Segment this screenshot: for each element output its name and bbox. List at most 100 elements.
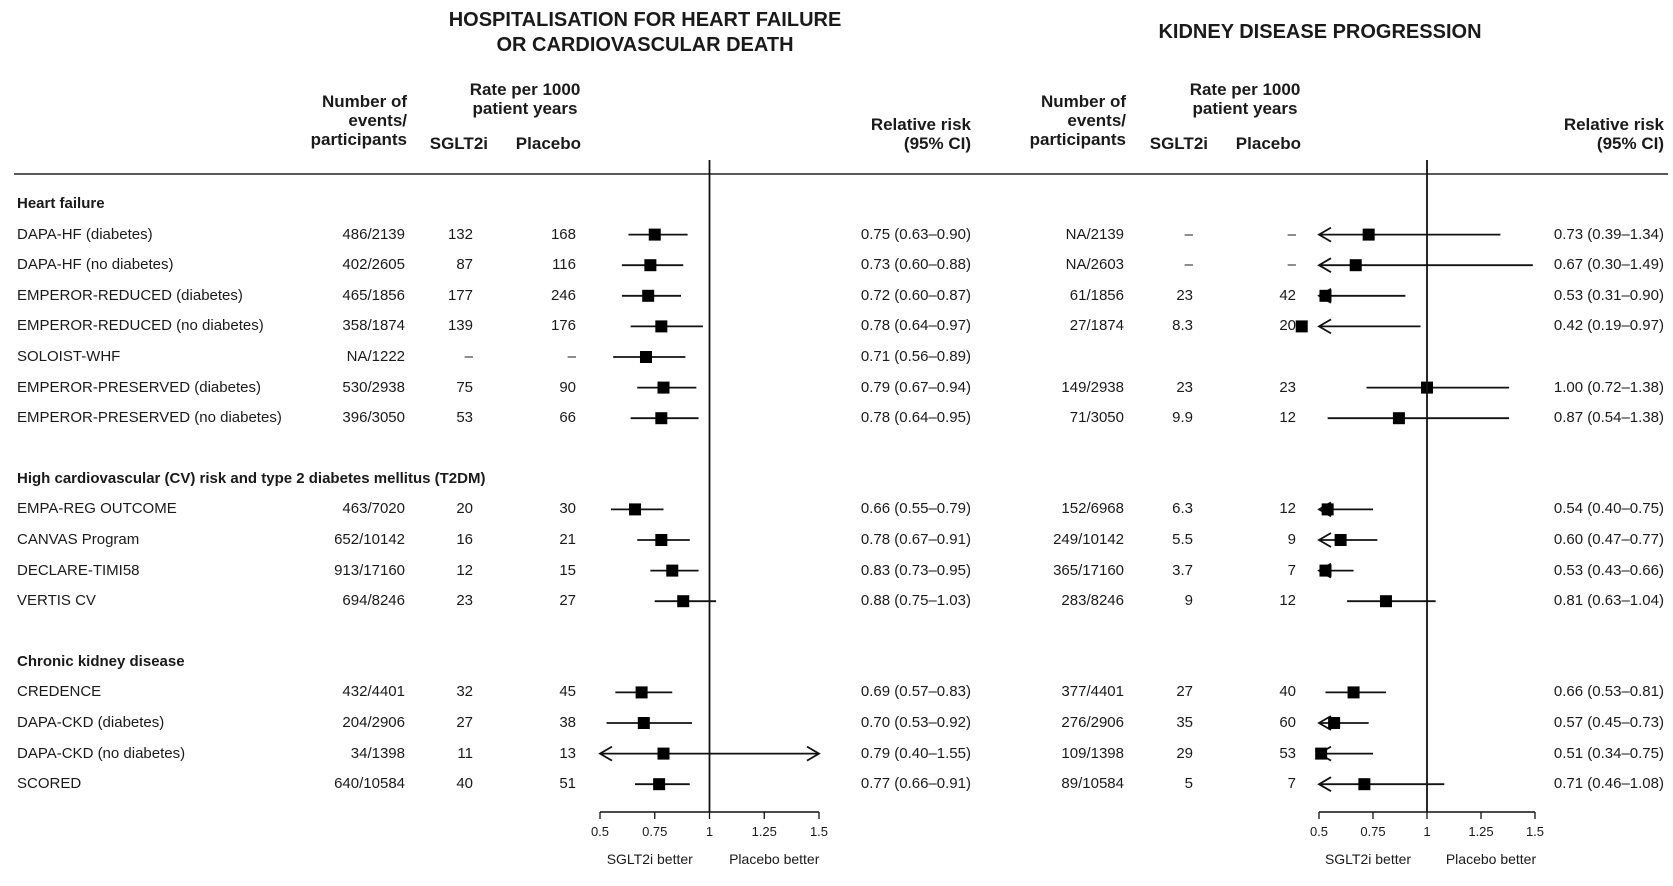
trial-name: DAPA-CKD (diabetes) [17,714,165,731]
hf-point-estimate [648,228,661,241]
hf-events: 463/7020 [342,500,405,518]
kd-header-sglt2i: SGLT2i [1149,134,1208,153]
hf-point-estimate [657,747,670,760]
kd-rate-placebo: 12 [1279,592,1296,610]
kd-ci-arrow-left [1317,532,1332,548]
title-left-line1: HOSPITALISATION FOR HEART FAILURE [448,9,842,31]
kd-rate-sglt2i: 35 [1176,714,1193,731]
hf-tick-label: 0.75 [642,824,668,839]
kd-relative-risk-value: 0.53 (0.31–0.90) [1553,286,1664,304]
kd-rate-placebo: 53 [1279,744,1296,762]
kd-relative-risk-value: 0.51 (0.34–0.75) [1553,744,1664,762]
kd-relative-risk-value: 0.73 (0.39–1.34) [1553,225,1664,243]
trial-name: SOLOIST-WHF [17,348,121,365]
kd-rate-placebo: 12 [1279,500,1296,518]
kd-events: 276/2906 [1061,714,1124,731]
hf-rate-placebo: 66 [559,409,576,427]
kd-ci-arrow-left [1317,226,1332,243]
hf-rate-sglt2i: 75 [456,378,473,396]
hf-rate-sglt2i: 132 [447,225,473,243]
kd-tick-label: 1 [1423,824,1431,839]
hf-relative-risk-value: 0.71 (0.56–0.89) [860,348,971,365]
kd-ci-arrow-left [1317,776,1332,792]
kd-events: 365/17160 [1053,561,1124,579]
trial-name: DECLARE-TIMI58 [17,561,140,579]
kd-events: 27/1874 [1069,317,1124,335]
hf-events: 34/1398 [350,744,405,762]
hf-events: 402/2605 [342,256,405,274]
hf-rate-sglt2i: 177 [447,286,473,304]
kd-rate-sglt2i: – [1184,256,1193,274]
hf-events: NA/1222 [346,348,405,365]
hf-point-estimate [635,686,648,699]
kd-relative-risk-value: 1.00 (0.72–1.38) [1553,378,1664,396]
trial-name: EMPA-REG OUTCOME [17,500,177,518]
kd-events: 71/3050 [1069,409,1124,427]
trial-name: VERTIS CV [17,592,96,610]
hf-relative-risk-value: 0.69 (0.57–0.83) [860,683,971,701]
kd-rate-placebo: – [1287,225,1296,243]
hf-rate-placebo: 116 [552,256,576,274]
hf-relative-risk-value: 0.77 (0.66–0.91) [860,775,971,793]
kd-relative-risk-value: 0.54 (0.40–0.75) [1553,500,1664,518]
hf-events: 640/10584 [334,775,405,793]
title-left: HOSPITALISATION FOR HEART FAILURE OR CAR… [395,8,895,58]
hf-events: 913/17160 [334,561,405,579]
kd-rate-placebo: 23 [1279,378,1296,396]
kd-relative-risk-value: 0.81 (0.63–1.04) [1553,592,1664,610]
hf-relative-risk-value: 0.83 (0.73–0.95) [860,561,971,579]
kd-relative-risk-value: 0.71 (0.46–1.08) [1553,775,1664,793]
hf-events: 465/1856 [342,286,405,304]
kd-tick-label: 0.5 [1309,824,1329,839]
kd-rate-sglt2i: 27 [1176,683,1193,701]
hf-point-estimate [657,381,670,394]
hf-rate-placebo: 45 [559,683,576,701]
hf-relative-risk-value: 0.75 (0.63–0.90) [860,225,971,243]
kd-events: 109/1398 [1061,744,1124,762]
kd-relative-risk-value: 0.42 (0.19–0.97) [1553,317,1664,335]
hf-events: 486/2139 [342,225,405,243]
trial-name: DAPA-CKD (no diabetes) [17,744,186,762]
kd-ci-arrow-left [1317,318,1332,335]
kd-events: 377/4401 [1061,683,1124,701]
hf-events: 694/8246 [342,592,405,610]
trial-name: DAPA-HF (no diabetes) [17,256,174,274]
hf-rate-sglt2i: 16 [456,531,473,548]
kd-point-estimate [1379,595,1392,608]
hf-relative-risk-value: 0.78 (0.64–0.97) [860,317,971,335]
kd-events: 249/10142 [1053,531,1124,548]
hf-rate-sglt2i: 23 [456,592,473,610]
hf-rate-sglt2i: 12 [456,561,473,579]
hf-rate-placebo: 38 [559,714,576,731]
hf-tick-label: 1.25 [751,824,777,839]
kd-events: 152/6968 [1061,500,1124,518]
kd-events: 89/10584 [1061,775,1124,793]
hf-events: 358/1874 [342,317,405,335]
kd-rate-sglt2i: 5.5 [1172,531,1193,548]
hf-rate-sglt2i: 27 [456,714,473,731]
hf-relative-risk-value: 0.79 (0.67–0.94) [860,378,971,396]
hf-point-estimate [642,289,655,302]
hf-tick-label: 0.5 [590,824,610,839]
kd-point-estimate [1315,747,1328,760]
kd-rate-placebo: 42 [1279,286,1296,304]
kd-point-estimate [1328,717,1341,729]
hf-point-estimate [639,351,652,363]
kd-rate-sglt2i: 6.3 [1172,500,1193,518]
group-label: Chronic kidney disease [17,652,185,670]
kd-point-estimate [1347,686,1360,699]
kd-point-estimate [1334,534,1347,546]
hf-axis-label-placebo-better: Placebo better [729,851,820,867]
hf-rate-placebo: 176 [550,317,576,335]
title-right-line: KIDNEY DISEASE PROGRESSION [1158,21,1482,43]
hf-rate-sglt2i: 53 [456,409,473,427]
group-label: Heart failure [17,195,105,212]
kd-tick-label: 0.75 [1360,824,1386,839]
trial-name: SCORED [17,775,82,793]
hf-rate-placebo: 27 [559,592,576,610]
hf-relative-risk-value: 0.79 (0.40–1.55) [860,744,971,762]
hf-relative-risk-value: 0.66 (0.55–0.79) [860,500,971,518]
hf-events: 652/10142 [334,531,405,548]
trial-name: EMPEROR-REDUCED (no diabetes) [17,317,264,335]
kd-events: 61/1856 [1069,286,1124,304]
